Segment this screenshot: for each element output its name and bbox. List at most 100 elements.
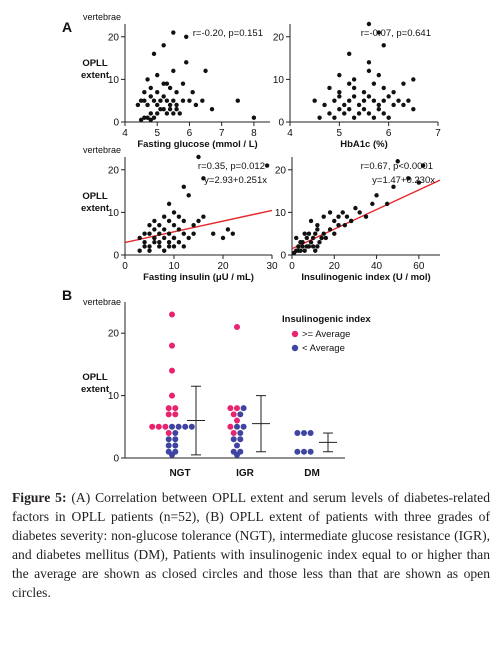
insulinogenic-data-point: [406, 176, 411, 181]
insulinogenic-data-point: [344, 214, 350, 219]
severity-point-ngt: [182, 423, 189, 430]
insulinogenic-data-point: [363, 214, 369, 219]
glucose-x-tick-label: 6: [187, 128, 193, 139]
insulin-y-axis-label: OPLL: [82, 191, 108, 202]
insulinogenic-y-tick-label: 20: [275, 165, 287, 176]
glucose-data-point: [155, 72, 160, 78]
insulinogenic-data-point: [315, 244, 320, 249]
severity-point-igr: [234, 417, 240, 424]
severity-y-tick-label: 10: [108, 391, 120, 402]
insulinogenic-data-point: [308, 240, 314, 245]
hba1c-x-tick-label: 5: [337, 128, 343, 139]
insulinogenic-data-point: [336, 214, 341, 219]
figure-caption: Figure 5: (A) Correlation between OPLL e…: [12, 488, 490, 602]
glucose-data-point: [164, 98, 170, 103]
severity-point-igr: [237, 411, 244, 418]
glucose-data-point: [161, 43, 166, 48]
glucose-data-point: [174, 107, 179, 112]
insulin-data-point: [230, 231, 235, 236]
hba1c-data-point: [351, 94, 357, 99]
hba1c-data-point: [342, 111, 347, 116]
glucose-data-point: [142, 115, 147, 120]
insulin-data-point: [152, 218, 157, 224]
insulin-data-point: [176, 240, 182, 245]
panel-a-label: A: [62, 19, 72, 35]
glucose-data-point: [167, 102, 173, 108]
insulin-data-point: [181, 184, 186, 190]
insulinogenic-x-tick-label: 0: [289, 261, 295, 272]
glucose-data-point: [251, 115, 257, 120]
hba1c-data-point: [366, 94, 372, 99]
insulin-data-point: [137, 235, 142, 241]
hba1c-data-point: [351, 115, 357, 120]
severity-y-tick-label: 0: [113, 454, 119, 465]
insulin-stat-text: r=0.35, p=0.012: [198, 161, 265, 172]
insulin-data-point: [142, 231, 147, 236]
glucose-data-point: [167, 85, 173, 91]
insulin-data-point: [171, 235, 177, 241]
glucose-data-point: [142, 89, 147, 95]
severity-point-ngt: [172, 436, 179, 443]
severity-point-igr: [234, 323, 240, 330]
glucose-data-point: [200, 98, 205, 103]
insulinogenic-data-point: [304, 235, 309, 241]
insulinogenic-data-point: [327, 210, 333, 215]
insulin-data-point: [157, 244, 162, 249]
severity-point-ngt: [149, 423, 156, 430]
insulin-data-point: [201, 176, 206, 181]
glucose-x-axis-label: Fasting glucose (mmol / L): [137, 139, 257, 150]
insulinogenic-data-point: [298, 240, 303, 245]
hba1c-data-point: [386, 115, 391, 120]
insulin-y-tick-label: 10: [108, 208, 120, 219]
insulinogenic-data-point: [319, 235, 324, 241]
insulin-data-point: [191, 231, 196, 236]
insulin-data-point: [166, 218, 172, 224]
severity-point-dm: [307, 430, 314, 437]
hba1c-data-point: [322, 102, 327, 108]
insulinogenic-equation-text: y=1.47+0.230x: [372, 175, 435, 186]
hba1c-x-tick-label: 7: [435, 128, 441, 139]
insulin-data-point: [147, 231, 152, 236]
caption-label: Figure 5:: [12, 490, 67, 505]
glucose-y-unit: vertebrae: [83, 12, 121, 22]
insulin-y-tick-label: 20: [108, 165, 120, 176]
hba1c-data-point: [361, 98, 367, 103]
glucose-data-point: [171, 68, 176, 74]
insulin-data-point: [157, 240, 162, 245]
insulin-data-point: [162, 227, 167, 232]
severity-legend-label: >= Average: [302, 329, 350, 340]
hba1c-data-point: [381, 98, 386, 103]
insulinogenic-data-point: [391, 184, 396, 190]
insulin-data-point: [220, 235, 226, 241]
hba1c-data-point: [366, 111, 372, 116]
severity-point-dm: [294, 448, 301, 455]
insulinogenic-data-point: [298, 248, 303, 253]
insulinogenic-data-point: [300, 244, 305, 249]
hba1c-data-point: [347, 107, 352, 112]
insulin-data-point: [264, 163, 270, 168]
hba1c-data-point: [376, 107, 381, 112]
insulin-data-point: [162, 235, 167, 241]
severity-point-igr: [227, 405, 234, 412]
insulin-data-point: [152, 227, 157, 232]
severity-y-axis-label: OPLL: [82, 372, 108, 383]
glucose-data-point: [177, 111, 182, 116]
insulin-data-point: [171, 210, 177, 215]
insulin-data-point: [171, 222, 177, 228]
hba1c-data-point: [332, 98, 337, 103]
hba1c-data-point: [371, 81, 377, 86]
glucose-data-point: [151, 115, 157, 120]
insulin-data-point: [147, 222, 152, 228]
insulin-data-point: [201, 214, 206, 219]
severity-point-ngt: [169, 451, 175, 458]
insulinogenic-x-axis-label: Insulinogenic index (U / mol): [301, 272, 430, 283]
insulinogenic-data-point: [370, 201, 375, 207]
severity-point-ngt: [165, 411, 172, 418]
insulinogenic-data-point: [374, 193, 379, 198]
glucose-y-axis-label: OPLL: [82, 58, 108, 69]
hba1c-data-point: [381, 43, 386, 48]
severity-point-ngt: [162, 423, 169, 430]
hba1c-data-point: [347, 81, 352, 86]
hba1c-x-tick-label: 4: [287, 128, 293, 139]
